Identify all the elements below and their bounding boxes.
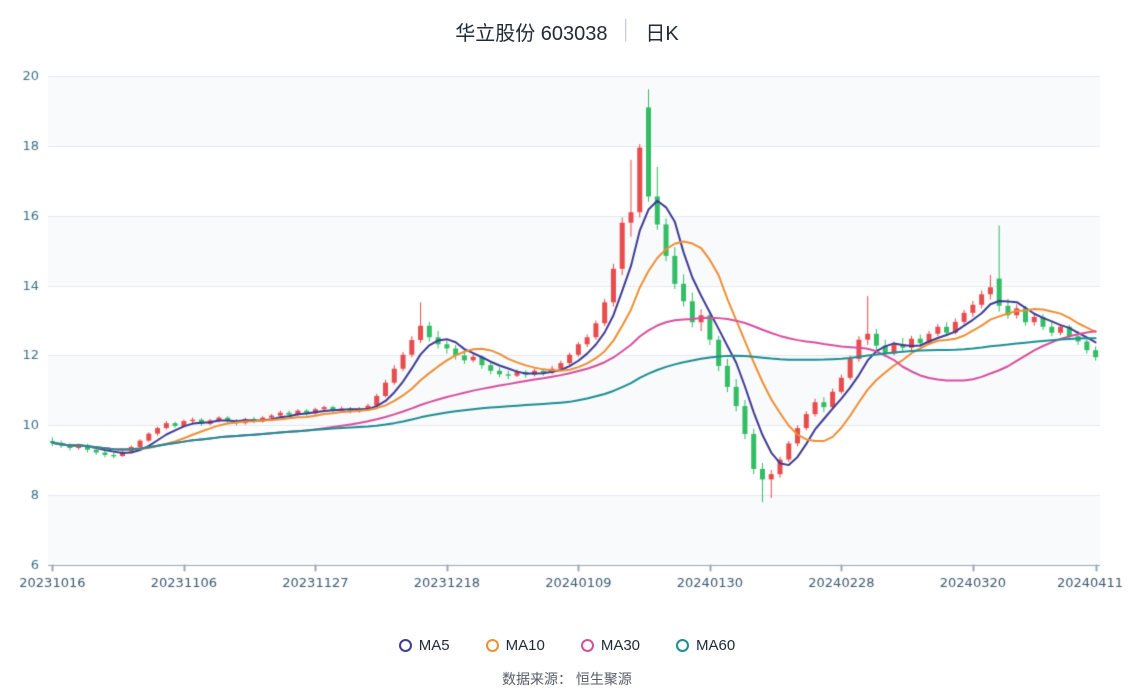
legend-item-ma30[interactable]: MA30 <box>580 636 641 654</box>
ma5-legend-marker <box>398 638 412 652</box>
ma30-legend-marker <box>580 638 594 652</box>
stock-name-code: 华立股份 603038 <box>455 22 608 45</box>
kline-chart-canvas[interactable] <box>0 46 1134 598</box>
ma10-legend-label: MA10 <box>505 636 545 654</box>
chart-type-label: 日K <box>645 22 679 45</box>
ma30-legend-label: MA30 <box>600 636 641 654</box>
legend-item-ma10[interactable]: MA10 <box>485 636 545 654</box>
legend: MA5 MA10 MA30 MA60 <box>0 634 1134 656</box>
legend-item-ma5[interactable]: MA5 <box>398 636 450 654</box>
legend-item-ma60[interactable]: MA60 <box>676 637 735 654</box>
chart-title: 华立股份 603038 │ 日K <box>0 0 1134 46</box>
ma10-legend-marker <box>485 638 499 652</box>
ma5-legend-label: MA5 <box>418 636 450 654</box>
title-divider: │ <box>620 20 633 41</box>
ma60-legend-marker <box>676 638 690 652</box>
data-source-note: 数据来源： 恒生聚源 <box>502 671 632 687</box>
ma60-legend-label: MA60 <box>696 636 736 654</box>
